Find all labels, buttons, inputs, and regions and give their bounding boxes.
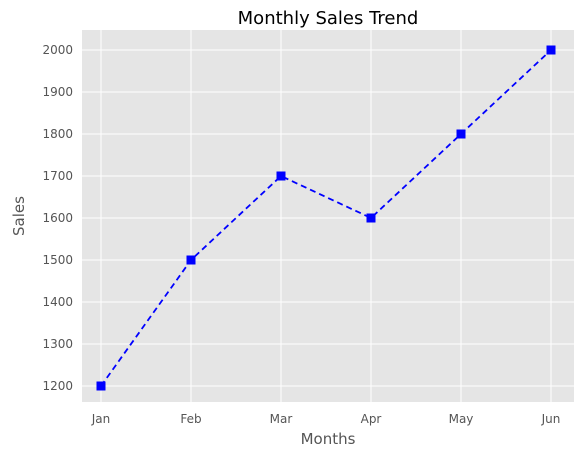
y-tick-label: 1300 [42,337,73,351]
y-tick-label: 1400 [42,295,73,309]
data-point [186,255,196,265]
chart-title: Monthly Sales Trend [238,8,419,29]
series-group [96,45,556,391]
y-tick-label: 1800 [42,127,73,141]
plot-area [82,30,574,402]
x-tick-label: Jun [541,412,561,426]
series-line [100,49,552,387]
y-tick-label: 1500 [42,253,73,267]
data-point [456,129,466,139]
x-axis-label: Months [301,430,356,448]
y-tick-label: 1200 [42,379,73,393]
y-axis-label: Sales [10,196,28,236]
x-tick-label: Feb [180,412,201,426]
tick-labels: Jan Feb Mar Apr May Jun 1200 1300 1400 1500 1600 17… [42,43,560,426]
data-point [96,381,106,391]
x-tick-label: Jan [91,412,111,426]
x-tick-label: Apr [361,412,382,426]
data-point [546,45,556,55]
y-tick-label: 1900 [42,85,73,99]
y-tick-label: 2000 [42,43,73,57]
y-tick-label: 1600 [42,211,73,225]
data-point [366,213,376,223]
data-point [276,171,286,181]
x-tick-label: May [449,412,474,426]
gridlines [82,30,574,402]
x-tick-label: Mar [270,412,293,426]
y-tick-label: 1700 [42,169,73,183]
